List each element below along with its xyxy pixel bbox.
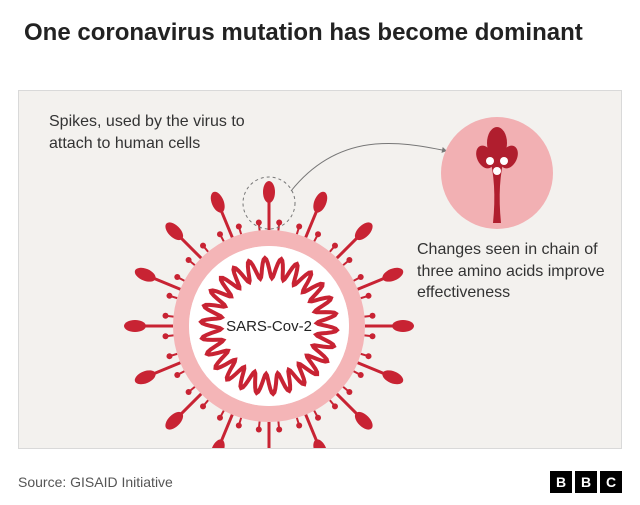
diagram-stage: SARS-Cov-2 Spikes, used by the virus to … — [18, 90, 622, 449]
svg-text:SARS-Cov-2: SARS-Cov-2 — [226, 318, 312, 335]
bbc-letter: C — [600, 471, 622, 493]
infographic-title: One coronavirus mutation has become domi… — [0, 0, 640, 60]
bbc-logo: B B C — [550, 471, 622, 493]
bbc-letter: B — [550, 471, 572, 493]
annotation-spikes: Spikes, used by the virus to attach to h… — [49, 111, 249, 154]
source-label: Source: GISAID Initiative — [18, 474, 173, 490]
footer: Source: GISAID Initiative B B C — [18, 471, 622, 493]
annotation-chain: Changes seen in chain of three amino aci… — [417, 239, 607, 304]
bbc-letter: B — [575, 471, 597, 493]
